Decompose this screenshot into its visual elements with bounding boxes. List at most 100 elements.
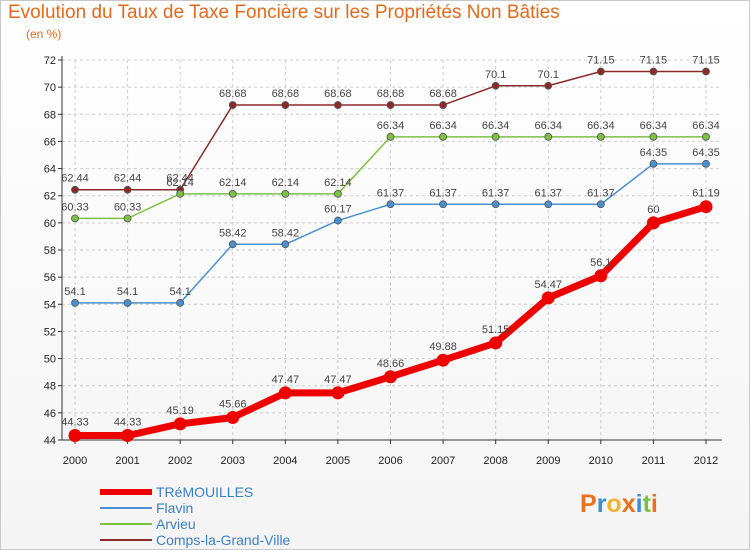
y-tick-label: 52 — [44, 326, 56, 338]
data-point — [649, 132, 658, 141]
data-point — [702, 132, 710, 141]
x-tick-label: 2008 — [483, 455, 507, 467]
x-tick-label: 2007 — [431, 455, 455, 467]
data-point — [331, 386, 345, 400]
data-point — [281, 101, 290, 109]
data-label: 61.19 — [692, 188, 720, 200]
x-tick-label: 2000 — [63, 455, 87, 467]
logo-letter: x — [621, 490, 636, 518]
y-tick-label: 70 — [44, 82, 56, 94]
data-label: 62.14 — [166, 177, 194, 189]
data-label: 58.42 — [219, 227, 247, 239]
data-point — [281, 240, 290, 249]
data-point — [386, 132, 395, 141]
data-label: 66.34 — [692, 120, 720, 132]
y-tick-label: 68 — [44, 109, 56, 121]
data-point — [649, 159, 658, 168]
y-tick-label: 56 — [44, 272, 56, 284]
data-point — [173, 417, 187, 431]
x-tick-label: 2009 — [536, 455, 560, 467]
data-point — [439, 132, 447, 141]
legend-swatch-comps — [100, 539, 152, 541]
data-label: 64.35 — [640, 147, 668, 159]
data-point — [226, 410, 240, 424]
legend-label-flavin: Flavin — [156, 500, 194, 516]
data-point — [544, 132, 553, 141]
data-label: 61.37 — [377, 187, 405, 199]
data-point — [702, 159, 710, 168]
legend-swatch-flavin — [100, 507, 152, 509]
data-label: 47.47 — [324, 374, 352, 386]
proxiti-logo: Proxiti — [580, 490, 658, 519]
x-tick-label: 2001 — [115, 455, 139, 467]
data-point — [384, 370, 397, 384]
logo-letter: P — [580, 490, 597, 518]
y-tick-label: 46 — [44, 408, 56, 420]
data-label: 54.1 — [64, 286, 85, 298]
logo-letter: i — [635, 490, 643, 518]
data-label: 62.44 — [61, 173, 89, 185]
data-label: 61.37 — [429, 187, 457, 199]
data-label: 61.37 — [534, 187, 562, 199]
data-label: 62.14 — [324, 177, 352, 189]
data-label: 68.68 — [377, 88, 405, 100]
data-label: 45.66 — [219, 398, 247, 410]
data-point — [123, 214, 132, 223]
data-point — [71, 299, 79, 307]
data-label: 47.47 — [272, 374, 300, 386]
data-point — [278, 386, 292, 400]
data-point — [228, 101, 237, 109]
data-point — [439, 200, 447, 209]
data-point — [596, 132, 605, 141]
y-tick-label: 48 — [44, 381, 56, 393]
data-point — [436, 353, 450, 367]
data-label: 70.1 — [538, 69, 559, 81]
data-point — [699, 200, 713, 214]
data-label: 68.68 — [429, 88, 457, 100]
data-point — [544, 81, 553, 90]
data-label: 54.1 — [169, 286, 190, 298]
data-point — [491, 200, 500, 209]
y-tick-label: 62 — [44, 191, 56, 203]
data-label: 71.15 — [692, 55, 720, 67]
data-label: 68.68 — [272, 88, 300, 100]
data-point — [702, 67, 710, 76]
data-point — [228, 240, 237, 249]
y-tick-label: 54 — [44, 299, 56, 311]
logo-letter: r — [596, 490, 607, 518]
data-label: 71.15 — [587, 55, 615, 67]
data-label: 68.68 — [324, 88, 352, 100]
data-label: 49.88 — [429, 341, 457, 353]
data-point — [71, 214, 79, 223]
data-point — [281, 189, 290, 198]
y-tick-label: 50 — [44, 354, 56, 366]
data-label: 60.17 — [324, 204, 352, 216]
x-tick-label: 2004 — [273, 455, 297, 467]
data-point — [386, 101, 395, 109]
data-label: 51.15 — [482, 324, 510, 336]
data-point — [386, 200, 395, 209]
data-point — [71, 185, 79, 194]
data-point — [646, 216, 660, 230]
data-label: 64.35 — [692, 147, 720, 159]
legend-swatch-arvieu — [100, 523, 152, 525]
data-point — [491, 132, 500, 141]
data-label: 70.1 — [485, 69, 506, 81]
data-label: 66.34 — [640, 120, 668, 132]
y-tick-label: 72 — [44, 55, 56, 67]
x-tick-label: 2005 — [326, 455, 350, 467]
data-point — [491, 81, 500, 90]
data-label: 44.33 — [61, 417, 89, 429]
y-tick-label: 60 — [44, 218, 56, 230]
data-label: 44.33 — [114, 417, 142, 429]
data-label: 66.34 — [534, 120, 562, 132]
y-tick-label: 64 — [44, 164, 56, 176]
data-point — [596, 67, 605, 76]
y-tick-label: 58 — [44, 245, 56, 257]
x-tick-label: 2012 — [694, 455, 718, 467]
data-point — [123, 185, 132, 194]
data-label: 61.37 — [482, 187, 510, 199]
x-tick-label: 2010 — [589, 455, 613, 467]
data-label: 66.34 — [482, 120, 510, 132]
